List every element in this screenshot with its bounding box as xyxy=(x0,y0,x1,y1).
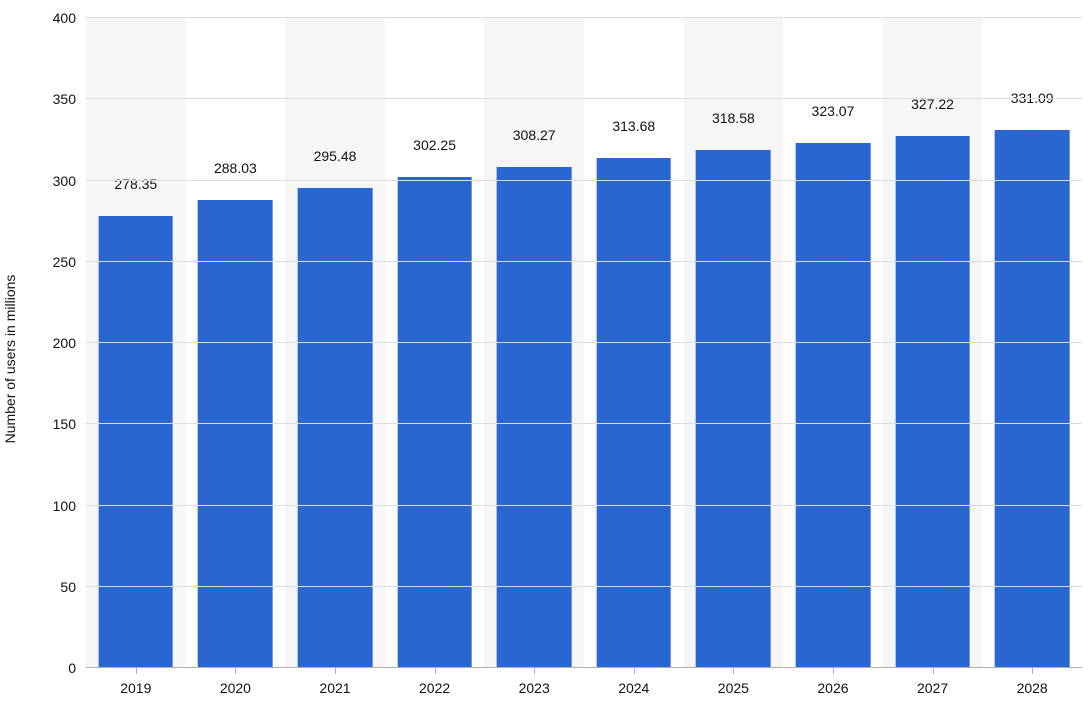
x-tick-label: 2020 xyxy=(220,668,251,696)
bar-slot: 302.252022 xyxy=(385,18,485,668)
bar-slot: 327.222027 xyxy=(883,18,983,668)
y-tick-label: 0 xyxy=(68,660,86,676)
bar-value-label: 327.22 xyxy=(911,96,954,116)
y-tick-label: 300 xyxy=(53,173,86,189)
y-tick-label: 150 xyxy=(53,416,86,432)
gridline xyxy=(86,586,1082,587)
x-tick-label: 2023 xyxy=(519,668,550,696)
x-tick-label: 2024 xyxy=(618,668,649,696)
bar-slot: 313.682024 xyxy=(584,18,684,668)
gridline xyxy=(86,342,1082,343)
x-tick-label: 2026 xyxy=(817,668,848,696)
users-bar-chart: Number of users in millions 278.35201928… xyxy=(0,0,1092,717)
y-tick-label: 250 xyxy=(53,254,86,270)
y-axis-label: Number of users in millions xyxy=(2,274,18,443)
bar-slot: 331.092028 xyxy=(982,18,1082,668)
bar-value-label: 323.07 xyxy=(812,103,855,123)
bar-slot: 308.272023 xyxy=(484,18,584,668)
y-tick-label: 100 xyxy=(53,498,86,514)
x-tick-label: 2027 xyxy=(917,668,948,696)
y-tick-label: 350 xyxy=(53,91,86,107)
bar-value-label: 288.03 xyxy=(214,160,257,180)
gridline xyxy=(86,667,1082,668)
x-tick-label: 2019 xyxy=(120,668,151,696)
gridline xyxy=(86,423,1082,424)
bar xyxy=(198,200,273,668)
x-tick-label: 2022 xyxy=(419,668,450,696)
bar-slot: 278.352019 xyxy=(86,18,186,668)
gridline xyxy=(86,180,1082,181)
gridline xyxy=(86,17,1082,18)
bar xyxy=(895,136,970,668)
bar-value-label: 302.25 xyxy=(413,137,456,157)
bar-value-label: 318.58 xyxy=(712,110,755,130)
bar-value-label: 295.48 xyxy=(314,148,357,168)
y-tick-label: 50 xyxy=(60,579,86,595)
plot-area: 278.352019288.032020295.482021302.252022… xyxy=(86,18,1082,668)
bar xyxy=(995,130,1070,668)
bar-value-label: 313.68 xyxy=(612,118,655,138)
bar-slot: 295.482021 xyxy=(285,18,385,668)
bar xyxy=(596,158,671,668)
x-tick-label: 2021 xyxy=(319,668,350,696)
bar-slot: 323.072026 xyxy=(783,18,883,668)
x-tick-label: 2025 xyxy=(718,668,749,696)
gridline xyxy=(86,261,1082,262)
bars-container: 278.352019288.032020295.482021302.252022… xyxy=(86,18,1082,668)
x-tick-label: 2028 xyxy=(1017,668,1048,696)
gridline xyxy=(86,505,1082,506)
gridline xyxy=(86,98,1082,99)
bar-value-label: 308.27 xyxy=(513,127,556,147)
y-tick-label: 400 xyxy=(53,10,86,26)
y-tick-label: 200 xyxy=(53,335,86,351)
bar-slot: 318.582025 xyxy=(684,18,784,668)
bar xyxy=(696,150,771,668)
bar xyxy=(497,167,572,668)
bar-slot: 288.032020 xyxy=(186,18,286,668)
bar xyxy=(796,143,871,668)
bar xyxy=(98,216,173,668)
bar-value-label: 331.09 xyxy=(1011,90,1054,110)
